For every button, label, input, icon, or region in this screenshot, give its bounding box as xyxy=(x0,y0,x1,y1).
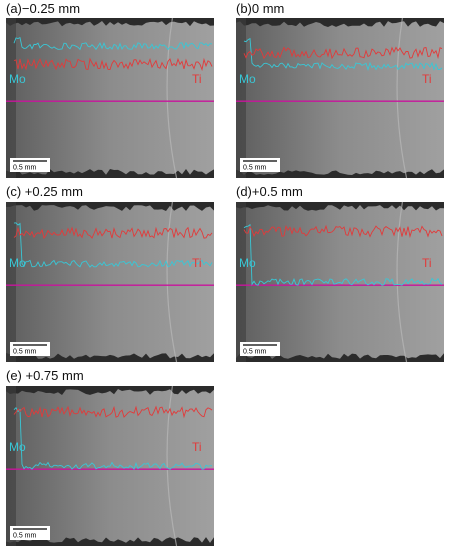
micrograph-svg: Mo Ti 0.5 mm xyxy=(6,202,214,362)
ti-trace xyxy=(243,224,443,239)
mo-label: Mo xyxy=(239,256,256,270)
weld-edge-top xyxy=(6,18,214,27)
ti-label: Ti xyxy=(192,440,202,454)
micrograph-d: Mo Ti 0.5 mm xyxy=(236,202,444,362)
ti-trace xyxy=(13,405,213,419)
ti-label: Ti xyxy=(422,72,432,86)
ti-trace xyxy=(243,46,443,60)
panel-label-a: (a)−0.25 mm xyxy=(6,1,81,16)
micrograph-background xyxy=(6,202,214,362)
micrograph-b: Mo Ti 0.5 mm xyxy=(236,18,444,178)
mo-trace xyxy=(243,223,443,286)
fusion-boundary xyxy=(396,202,408,362)
micrograph-background xyxy=(236,18,444,178)
ti-label: Ti xyxy=(192,72,202,86)
micrograph-e: Mo Ti 0.5 mm xyxy=(6,386,214,546)
micrograph-svg: Mo Ti 0.5 mm xyxy=(6,18,214,178)
panel-label-e: (e) +0.75 mm xyxy=(6,368,84,383)
micrograph-background xyxy=(6,18,214,178)
ti-trace xyxy=(13,226,213,240)
fusion-boundary xyxy=(166,202,178,362)
weld-edge-bottom xyxy=(236,169,444,178)
mo-trace xyxy=(243,37,443,71)
mo-trace xyxy=(13,406,213,471)
mo-base-metal xyxy=(236,18,246,178)
ti-label: Ti xyxy=(422,256,432,270)
micrograph-svg: Mo Ti 0.5 mm xyxy=(236,18,444,178)
weld-edge-bottom xyxy=(6,537,214,546)
weld-edge-bottom xyxy=(236,353,444,362)
weld-edge-bottom xyxy=(6,169,214,178)
micrograph-svg: Mo Ti 0.5 mm xyxy=(236,202,444,362)
scale-bar-label: 0.5 mm xyxy=(243,349,267,356)
mo-trace xyxy=(13,222,213,268)
weld-edge-top xyxy=(6,386,214,395)
fusion-boundary xyxy=(166,18,178,178)
mo-base-metal xyxy=(236,202,246,362)
ti-trace xyxy=(13,57,213,72)
weld-edge-top xyxy=(236,18,444,27)
scale-bar-label: 0.5 mm xyxy=(13,165,37,172)
ti-label: Ti xyxy=(192,256,202,270)
panel-label-b: (b)0 mm xyxy=(236,1,285,16)
mo-trace xyxy=(13,36,213,51)
mo-label: Mo xyxy=(9,72,26,86)
weld-edge-top xyxy=(6,202,214,211)
mo-label: Mo xyxy=(9,256,26,270)
micrograph-c: Mo Ti 0.5 mm xyxy=(6,202,214,362)
mo-base-metal xyxy=(6,202,16,362)
mo-label: Mo xyxy=(239,72,256,86)
panel-label-c: (c) +0.25 mm xyxy=(6,184,83,199)
fusion-boundary xyxy=(396,18,408,178)
mo-base-metal xyxy=(6,386,16,546)
weld-edge-top xyxy=(236,202,444,211)
scale-bar-label: 0.5 mm xyxy=(13,349,37,356)
micrograph-svg: Mo Ti 0.5 mm xyxy=(6,386,214,546)
scale-bar-label: 0.5 mm xyxy=(243,165,267,172)
mo-label: Mo xyxy=(9,440,26,454)
weld-edge-bottom xyxy=(6,353,214,362)
micrograph-a: Mo Ti 0.5 mm xyxy=(6,18,214,178)
scale-bar-label: 0.5 mm xyxy=(13,533,37,540)
panel-label-d: (d)+0.5 mm xyxy=(236,184,303,199)
fusion-boundary xyxy=(166,386,178,546)
mo-base-metal xyxy=(6,18,16,178)
